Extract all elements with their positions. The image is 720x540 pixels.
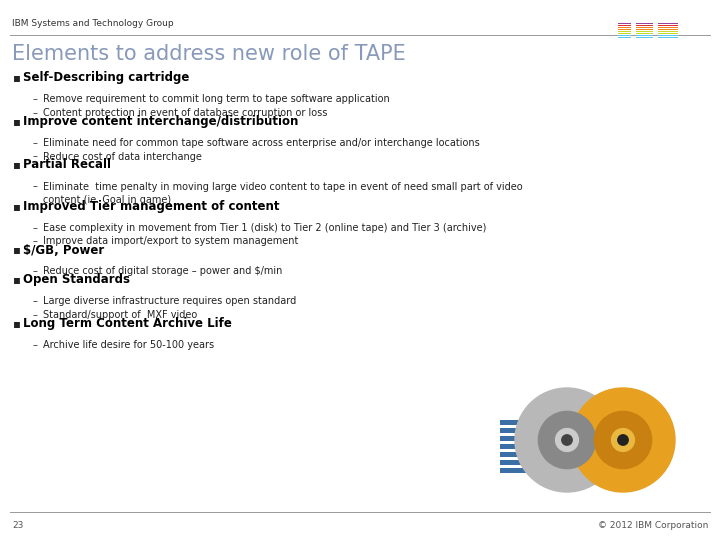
Text: Large diverse infrastructure requires open standard: Large diverse infrastructure requires op… (43, 296, 296, 307)
Bar (618, 32, 631, 34)
Bar (658, 37, 678, 38)
Text: –: – (33, 223, 38, 233)
Bar (658, 29, 678, 30)
Text: $/GB, Power: $/GB, Power (23, 244, 104, 256)
Text: ▪: ▪ (13, 71, 21, 84)
Bar (636, 35, 653, 36)
Bar (658, 23, 678, 24)
Text: –: – (33, 94, 38, 105)
Bar (636, 37, 653, 38)
Text: Ease complexity in movement from Tier 1 (disk) to Tier 2 (online tape) and Tier : Ease complexity in movement from Tier 1 … (43, 223, 487, 233)
Bar (636, 29, 653, 30)
Text: Elements to address new role of TAPE: Elements to address new role of TAPE (12, 44, 406, 64)
Text: content (ie. Goal in game): content (ie. Goal in game) (43, 195, 171, 205)
Text: –: – (33, 181, 38, 192)
Bar (618, 30, 631, 32)
Circle shape (539, 411, 595, 469)
Text: Eliminate  time penalty in moving large video content to tape in event of need s: Eliminate time penalty in moving large v… (43, 181, 523, 192)
Bar (636, 26, 653, 28)
Text: 23: 23 (12, 522, 23, 530)
Bar (500, 436, 542, 441)
Text: Open Standards: Open Standards (23, 273, 130, 287)
Bar (618, 37, 631, 38)
Text: ▪: ▪ (13, 273, 21, 287)
Text: IBM Systems and Technology Group: IBM Systems and Technology Group (12, 18, 174, 28)
Text: –: – (33, 340, 38, 350)
Text: Reduce cost of digital storage – power and $/min: Reduce cost of digital storage – power a… (43, 267, 282, 276)
Circle shape (515, 388, 619, 492)
Text: Improved Tier management of content: Improved Tier management of content (23, 200, 279, 213)
Bar (658, 24, 678, 26)
Bar (500, 468, 542, 473)
Text: ▪: ▪ (13, 115, 21, 128)
Text: Content protection in event of database corruption or loss: Content protection in event of database … (43, 108, 328, 118)
Text: –: – (33, 237, 38, 246)
Bar (500, 444, 542, 449)
Bar (500, 452, 542, 457)
Text: Improve data import/export to system management: Improve data import/export to system man… (43, 237, 298, 246)
Text: –: – (33, 310, 38, 320)
Bar (636, 32, 653, 34)
Text: Reduce cost of data interchange: Reduce cost of data interchange (43, 152, 202, 161)
Circle shape (571, 388, 675, 492)
Circle shape (611, 429, 634, 451)
Bar (658, 32, 678, 34)
Bar (618, 23, 631, 24)
Bar (618, 24, 631, 26)
Text: ▪: ▪ (13, 317, 21, 330)
Circle shape (562, 435, 572, 445)
Text: © 2012 IBM Corporation: © 2012 IBM Corporation (598, 522, 708, 530)
Circle shape (556, 429, 578, 451)
Bar (636, 23, 653, 24)
Text: Improve content interchange/distribution: Improve content interchange/distribution (23, 115, 298, 128)
Bar (658, 26, 678, 28)
Text: Standard/support of  MXF video: Standard/support of MXF video (43, 310, 197, 320)
Bar (500, 428, 542, 433)
Text: ▪: ▪ (13, 159, 21, 172)
Text: Remove requirement to commit long term to tape software application: Remove requirement to commit long term t… (43, 94, 390, 105)
Bar (618, 26, 631, 28)
Bar (500, 420, 542, 425)
Text: –: – (33, 152, 38, 161)
Circle shape (618, 435, 628, 445)
Text: Eliminate need for common tape software across enterprise and/or interchange loc: Eliminate need for common tape software … (43, 138, 480, 148)
Bar (618, 35, 631, 36)
Bar (636, 30, 653, 32)
Bar (618, 29, 631, 30)
Bar (658, 30, 678, 32)
Text: –: – (33, 267, 38, 276)
Text: Archive life desire for 50-100 years: Archive life desire for 50-100 years (43, 340, 214, 350)
Text: Partial Recall: Partial Recall (23, 159, 111, 172)
Text: –: – (33, 138, 38, 148)
Text: Long Term Content Archive Life: Long Term Content Archive Life (23, 317, 232, 330)
Text: –: – (33, 108, 38, 118)
Bar (658, 35, 678, 36)
Circle shape (595, 411, 652, 469)
Text: Self-Describing cartridge: Self-Describing cartridge (23, 71, 189, 84)
Bar (500, 460, 542, 465)
Bar (636, 24, 653, 26)
Text: ▪: ▪ (13, 200, 21, 213)
Text: –: – (33, 296, 38, 307)
Text: ▪: ▪ (13, 244, 21, 256)
